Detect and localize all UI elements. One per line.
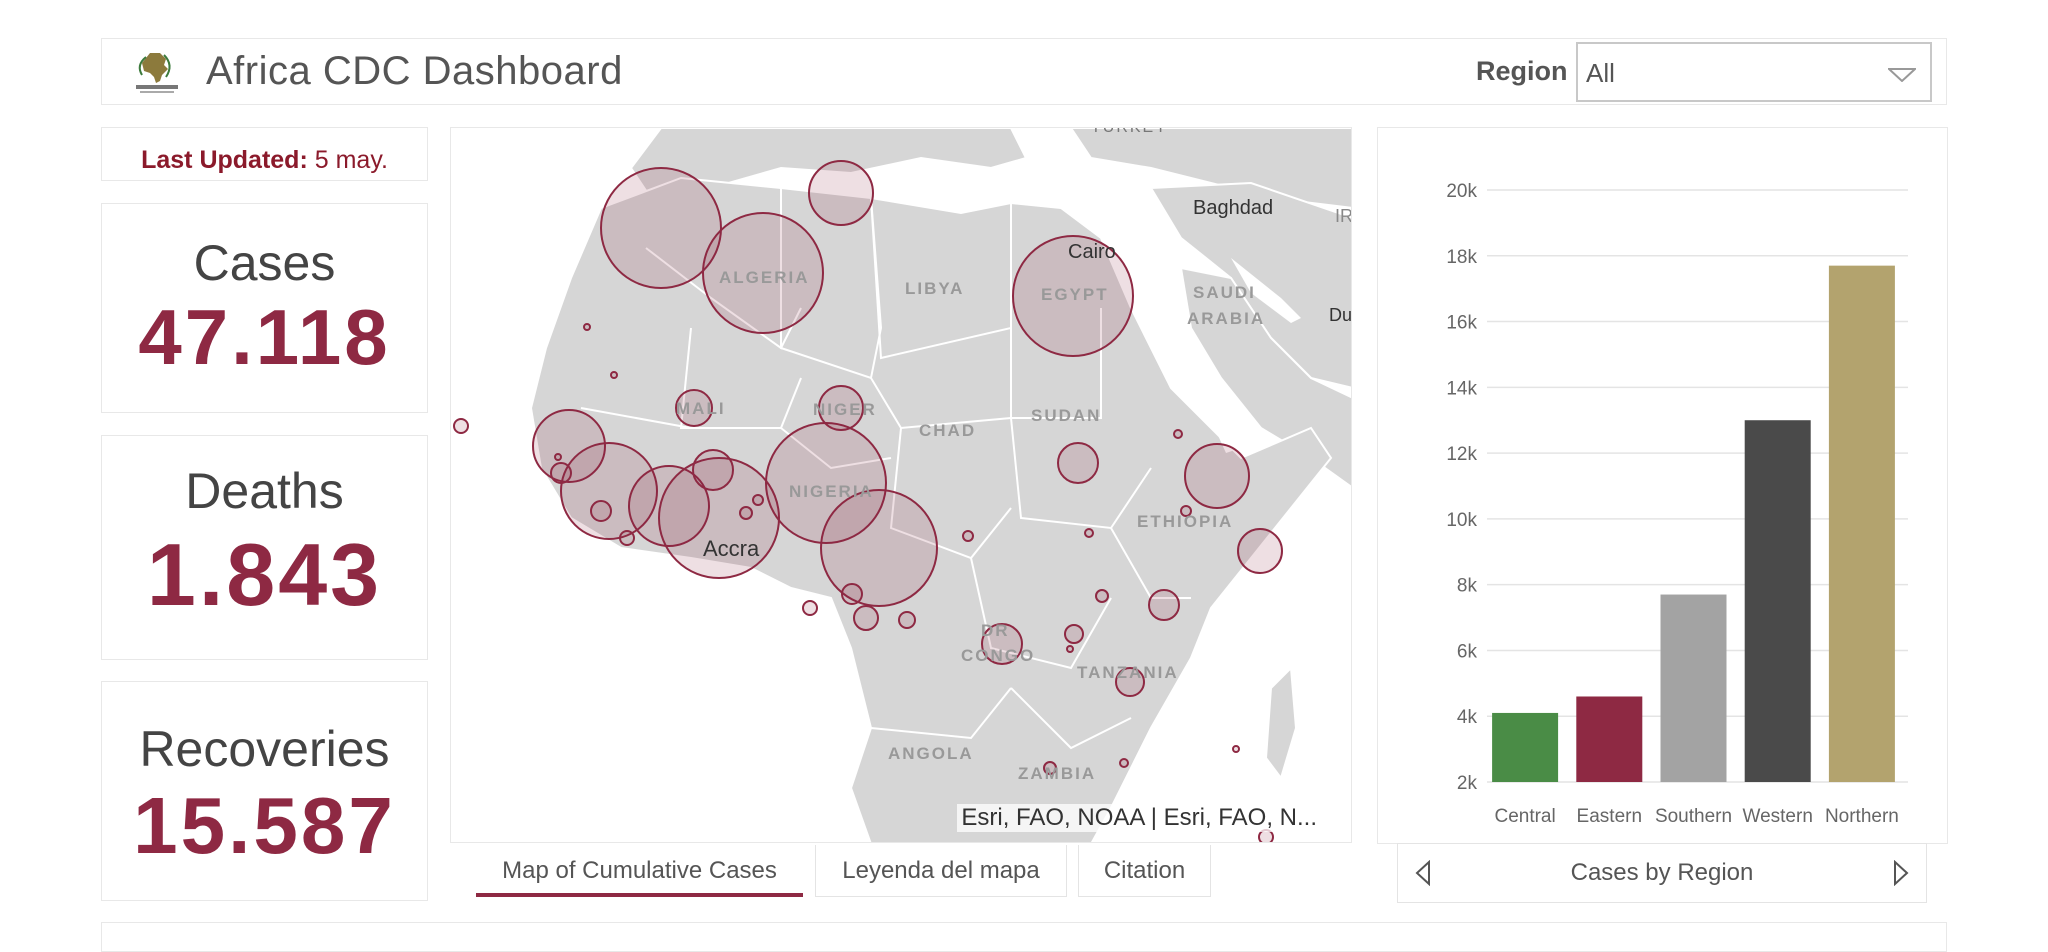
map-label-mali: MALI xyxy=(676,399,726,418)
chart-bar xyxy=(1744,420,1811,782)
chart-bar xyxy=(1492,712,1559,782)
last-updated: Last Updated: 5 may. xyxy=(101,127,428,181)
region-label: Region xyxy=(1476,56,1568,86)
y-tick-label: 4k xyxy=(1457,707,1478,728)
cases-label: Cases xyxy=(193,235,336,291)
region-selected-value: All xyxy=(1586,58,1615,88)
y-tick-label: 12k xyxy=(1446,444,1477,465)
map-label-saudi-2: ARABIA xyxy=(1187,309,1265,328)
map-label-du: Du xyxy=(1329,305,1352,325)
y-tick-label: 20k xyxy=(1446,181,1477,202)
y-tick-label: 14k xyxy=(1446,378,1477,399)
chart-bar xyxy=(1828,265,1895,783)
chart-navigation: Cases by Region xyxy=(1397,843,1927,903)
x-tick-label: Eastern xyxy=(1577,806,1642,827)
case-bubbles xyxy=(453,160,1283,842)
page-title: Africa CDC Dashboard xyxy=(206,49,623,93)
map-label-libya: LIBYA xyxy=(905,279,964,298)
map-label-algeria: ALGERIA xyxy=(719,268,810,287)
map-attribution[interactable]: Esri, FAO, NOAA | Esri, FAO, N... xyxy=(957,804,1321,832)
x-tick-label: Southern xyxy=(1655,806,1732,827)
tab-map-legend[interactable]: Leyenda del mapa xyxy=(815,845,1067,897)
recoveries-value: 15.587 xyxy=(133,781,396,870)
cases-value: 47.118 xyxy=(138,293,391,381)
map-label-sudan: SUDAN xyxy=(1031,406,1101,425)
cases-map[interactable]: TURKEY Baghdad IR Cairo ALGERIA LIBYA EG… xyxy=(450,127,1352,843)
y-tick-label: 8k xyxy=(1457,576,1478,597)
map-label-ir: IR xyxy=(1335,206,1352,226)
map-label-drc-2: CONGO xyxy=(961,646,1035,665)
chevron-right-icon[interactable] xyxy=(1892,860,1910,886)
chart-bar xyxy=(1660,594,1727,782)
map-label-drc-1: DR xyxy=(981,621,1010,640)
map-label-tanzania: TANZANIA xyxy=(1077,663,1179,682)
x-tick-label: Northern xyxy=(1825,806,1899,827)
region-dropdown[interactable]: All xyxy=(1576,42,1932,102)
map-label-zambia: ZAMBIA xyxy=(1018,764,1096,783)
last-updated-label: Last Updated: xyxy=(141,146,308,174)
map-label-egypt: EGYPT xyxy=(1041,285,1109,304)
y-tick-label: 18k xyxy=(1446,247,1477,268)
y-tick-label: 16k xyxy=(1446,313,1477,334)
map-label-accra: Accra xyxy=(703,536,760,561)
red-sea xyxy=(1141,278,1241,453)
map-label-angola: ANGOLA xyxy=(888,744,974,763)
map-label-ethiopia: ETHIOPIA xyxy=(1137,512,1233,531)
chart-caption: Cases by Region xyxy=(1570,859,1754,886)
cases-by-region-chart: 2k 4k 6k 8k 10k 12k 14k 16k 18k 20k Central Eastern… xyxy=(1377,127,1948,844)
map-label-niger: NIGER xyxy=(813,400,877,419)
y-tick-label: 10k xyxy=(1446,510,1477,531)
y-tick-label: 2k xyxy=(1457,773,1478,794)
cases-card: Cases 47.118 xyxy=(101,203,428,413)
map-canvas: TURKEY Baghdad IR Cairo ALGERIA LIBYA EG… xyxy=(453,128,1352,842)
map-label-nigeria: NIGERIA xyxy=(789,482,874,501)
chevron-left-icon[interactable] xyxy=(1414,860,1432,886)
recoveries-label: Recoveries xyxy=(139,721,390,777)
recoveries-card: Recoveries 15.587 xyxy=(101,681,428,901)
map-label-chad: CHAD xyxy=(919,421,976,440)
chart-bar xyxy=(1576,696,1643,782)
x-tick-label: Western xyxy=(1742,806,1812,827)
map-label-turkey: TURKEY xyxy=(1091,128,1168,136)
chart-canvas: 2k 4k 6k 8k 10k 12k 14k 16k 18k 20k Central Eastern… xyxy=(1446,181,1908,827)
tab-citation[interactable]: Citation xyxy=(1078,845,1211,897)
tab-map-cumulative-cases[interactable]: Map of Cumulative Cases xyxy=(476,845,803,897)
map-label-saudi-1: SAUDI xyxy=(1193,283,1256,302)
y-tick-label: 6k xyxy=(1457,641,1478,662)
deaths-card: Deaths 1.843 xyxy=(101,435,428,660)
africa-cdc-logo xyxy=(136,53,178,93)
chevron-down-icon xyxy=(1888,68,1916,82)
header-bar: Africa CDC Dashboard Region All xyxy=(101,38,1947,105)
last-updated-value: 5 may. xyxy=(314,146,388,174)
persian-gulf xyxy=(1231,258,1301,323)
deaths-label: Deaths xyxy=(185,463,344,519)
bottom-panel xyxy=(101,922,1947,952)
x-tick-label: Central xyxy=(1494,806,1555,827)
map-label-baghdad: Baghdad xyxy=(1193,197,1273,219)
deaths-value: 1.843 xyxy=(146,525,383,624)
map-label-cairo: Cairo xyxy=(1068,241,1116,263)
